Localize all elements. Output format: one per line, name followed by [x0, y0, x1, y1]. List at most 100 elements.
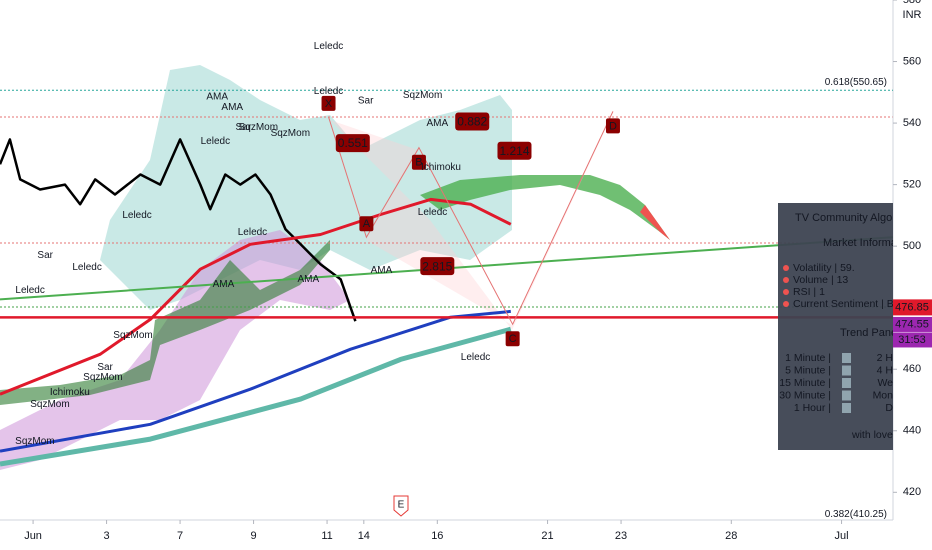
indicator-label: AMA	[221, 102, 243, 113]
trend-label: Mon	[873, 389, 894, 401]
y-tick-label: 520	[903, 179, 921, 191]
trend-label: 1 Hour |	[794, 402, 831, 414]
x-tick-label: Jul	[835, 530, 849, 542]
ratio-label: 2.815	[422, 259, 452, 273]
trend-label: 2 H	[877, 352, 893, 364]
x-tick-label: 23	[615, 530, 627, 542]
market-row: Volume | 13	[793, 274, 848, 286]
indicator-label: AMA	[371, 265, 393, 276]
ratio-box	[420, 257, 455, 276]
x-tick-label: 11	[321, 530, 332, 542]
trend-icon	[842, 365, 851, 376]
dashboard-title: TV Community Algo Dash	[795, 212, 921, 224]
y-tick-label: 540	[903, 117, 921, 129]
y-tick-label: 460	[903, 363, 921, 375]
countdown-tag	[893, 332, 932, 348]
sentiment-dot	[783, 289, 789, 295]
indicator-label: SqzMom	[15, 436, 54, 447]
currency: INR	[903, 9, 922, 21]
trend-label: D	[885, 402, 893, 414]
series-line	[0, 138, 357, 322]
countdown: 31:53	[898, 334, 926, 346]
indicator-label: AMA	[297, 274, 319, 285]
trend-label: We	[877, 377, 893, 389]
x-tick-label: 3	[104, 530, 110, 542]
fib-label: 0.382(410.25)	[825, 509, 887, 520]
pattern-point	[505, 331, 520, 347]
pattern-point	[321, 95, 336, 111]
market-row: Current Sentiment | Be	[793, 298, 900, 310]
indicator-label: Leledc	[418, 207, 447, 218]
dashboard-header: Market Informati	[823, 237, 902, 249]
indicator-label: Sar	[235, 122, 251, 133]
market-row: Volatility | 59.	[793, 262, 855, 274]
dashboard-header: Trend Panel	[840, 327, 900, 339]
indicator-label: SqzMom	[239, 122, 278, 133]
dashboard-footer: with love,	[851, 429, 896, 441]
indicator-label: Leledc	[238, 227, 267, 238]
sentiment-dot	[783, 301, 789, 307]
indicator-label: AMA	[426, 118, 448, 129]
series-line	[0, 197, 512, 396]
cloud	[420, 175, 670, 240]
plot: X A B C D 0.551 0.882 1.214 2.815 Leledc Leledc AMA…	[0, 41, 893, 467]
indicator-label: SqzMom	[271, 128, 310, 139]
ratio-box	[455, 112, 490, 131]
indicator-label: Sar	[97, 362, 113, 373]
x-tick-label: 9	[251, 530, 257, 542]
y-tick-label: 500	[903, 240, 921, 252]
indicator-label: Ichimoku	[421, 162, 461, 173]
indicator-label: Leledc	[15, 285, 44, 296]
price-tag-label: 474.55	[895, 318, 929, 330]
pattern-point	[411, 154, 426, 170]
indicator-label: Sar	[37, 250, 53, 261]
event-marker	[393, 495, 409, 517]
ratio-label: 0.551	[338, 136, 368, 150]
pattern-label: C	[509, 333, 517, 345]
y-tick-label: 440	[903, 425, 921, 437]
ratio-label: 0.882	[457, 115, 487, 129]
trend-label: 4 H	[877, 364, 893, 376]
trend-label: 1 Minute |	[785, 352, 831, 364]
sentiment-dot	[783, 277, 789, 283]
indicator-label: Leledc	[122, 210, 151, 221]
price-tag	[893, 299, 932, 316]
indicator-label: Sar	[358, 95, 374, 106]
trend-icon	[842, 378, 851, 388]
ratio-label: 1.214	[499, 144, 529, 158]
x-tick-label: Jun	[24, 530, 42, 542]
x-tick-label: 16	[431, 530, 443, 542]
pattern-label: A	[363, 218, 371, 230]
price-tag	[893, 316, 932, 332]
indicator-label: AMA	[213, 279, 235, 290]
indicator-label: Leledc	[314, 41, 343, 52]
trend-label: 5 Minute |	[785, 364, 831, 376]
indicator-label: SqzMom	[30, 399, 69, 410]
ratio-box	[335, 134, 370, 153]
cloud-red	[640, 205, 670, 240]
x-tick-label: 21	[541, 530, 553, 542]
indicator-label: SqzMom	[113, 330, 152, 341]
ratio-box	[497, 141, 532, 160]
dashboard: TV Community Algo Dash Market Informati Vo…	[778, 203, 921, 450]
indicator-label: Leledc	[461, 352, 490, 363]
y-tick-label: 420	[903, 486, 921, 498]
market-row: RSI | 1	[793, 286, 825, 298]
indicator-label: AMA	[206, 91, 228, 102]
fib-label: 0.618(550.65)	[825, 77, 887, 88]
indicator-label: Leledc	[72, 262, 101, 273]
price-tag-label: 476.85	[895, 301, 929, 313]
x-tick-label: 7	[177, 530, 183, 542]
pattern-label: X	[325, 98, 333, 110]
trend-label: 15 Minute |	[779, 377, 831, 389]
harmonic-fill	[330, 115, 612, 330]
indicator-label: Leledc	[314, 86, 343, 97]
indicator-label: SqzMom	[83, 372, 122, 383]
pattern-line	[328, 111, 614, 326]
x-tick-label: 14	[358, 530, 370, 542]
band-fill	[100, 65, 512, 310]
sentiment-dot	[783, 265, 789, 271]
trend-label: 30 Minute |	[779, 389, 831, 401]
pattern-point	[605, 118, 620, 134]
indicator-label: Ichimoku	[50, 387, 90, 398]
